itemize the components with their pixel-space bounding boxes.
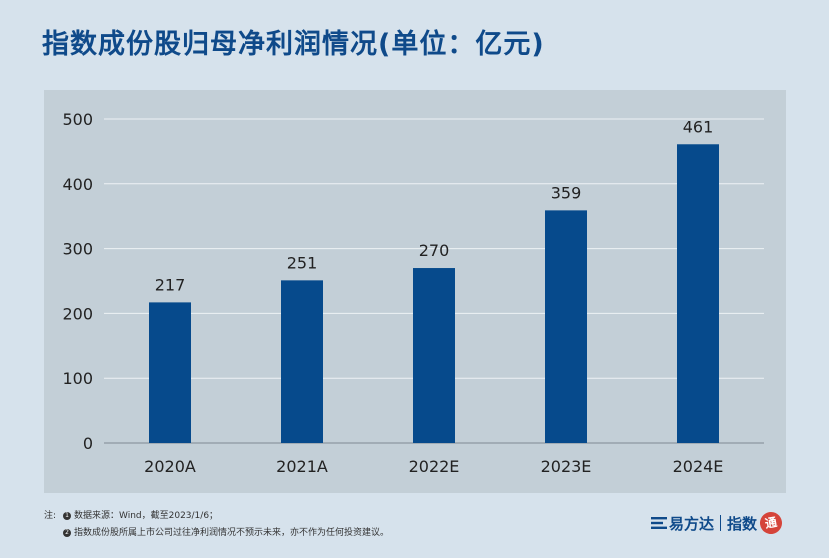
bar-chart: 0 100 200 300 400 500 217 2020A 251 2021A 270 2022E… [62, 110, 764, 476]
x-tick-label: 2020A [144, 457, 196, 476]
footnote-1: 注: 1 数据来源：Wind，截至2023/1/6； [44, 508, 389, 525]
brand-logo: 易方达 指数 通 [651, 509, 784, 537]
x-tick-label: 2024E [673, 457, 724, 476]
chart-title: 指数成份股归母净利润情况(单位：亿元) [42, 29, 545, 60]
bar [281, 280, 323, 443]
footnote-text: 数据来源：Wind，截至2023/1/6； [74, 511, 219, 521]
bar [149, 302, 191, 443]
x-tick-label: 2021A [276, 457, 328, 476]
brand-divider [720, 515, 722, 531]
y-tick-label: 100 [62, 369, 93, 388]
bar [545, 210, 587, 443]
data-label: 217 [155, 275, 186, 294]
footnote-prefix: 注: [44, 511, 57, 521]
data-label: 270 [419, 241, 450, 260]
x-tick-label: 2022E [409, 457, 460, 476]
y-tick-label: 0 [83, 434, 93, 453]
y-tick-label: 500 [62, 110, 93, 129]
data-label: 251 [287, 253, 318, 272]
data-label: 461 [683, 117, 714, 136]
footnote-text: 指数成份股所属上市公司过往净利润情况不预示未来，亦不作为任何投资建议。 [74, 528, 390, 538]
brand-name: 易方达 [669, 514, 715, 533]
footnote-number: 2 [63, 529, 71, 537]
footnote-number: 1 [63, 512, 71, 520]
y-tick-label: 200 [62, 304, 93, 323]
footnotes: 注: 1 数据来源：Wind，截至2023/1/6； 2 指数成份股所属上市公司过往净… [44, 508, 389, 542]
bar [413, 268, 455, 443]
footnote-2: 2 指数成份股所属上市公司过往净利润情况不预示未来，亦不作为任何投资建议。 [44, 525, 389, 542]
y-tick-label: 300 [62, 240, 93, 259]
efund-logo-icon [651, 517, 667, 529]
bar [677, 144, 719, 443]
y-tick-label: 400 [62, 175, 93, 194]
data-label: 359 [551, 183, 582, 202]
chart-panel: 0 100 200 300 400 500 217 2020A 251 2021A 270 2022E… [44, 90, 786, 493]
brand-subtitle: 指数 [727, 514, 758, 533]
brand-badge: 通 [758, 510, 784, 536]
x-tick-label: 2023E [541, 457, 592, 476]
